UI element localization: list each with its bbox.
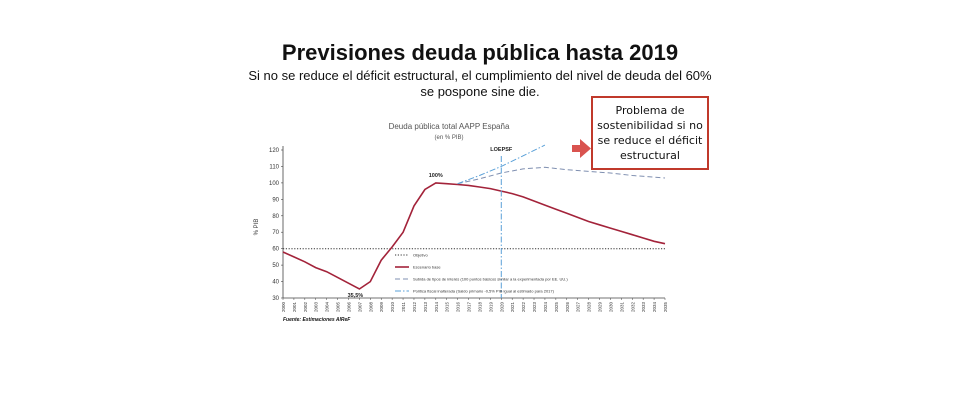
- x-tick-label: 2017: [467, 302, 472, 313]
- x-tick-label: 2012: [412, 302, 417, 313]
- slide-subtitle: Si no se reduce el déficit estructural, …: [248, 68, 712, 99]
- x-tick-label: 2030: [608, 302, 613, 313]
- x-tick-label: 2019: [488, 302, 493, 313]
- legend-label-3: Política fiscal inalterada (Saldo primar…: [413, 289, 555, 294]
- x-tick-label: 2002: [303, 302, 308, 313]
- chart-axes: 30 40 50 60 70 80 90 100 110 120 2000 2001 2002 2003 2…: [269, 146, 668, 312]
- chart-annotations: 35,5% 100% LOEPSF: [348, 147, 513, 299]
- chart-subtitle: (en % PIB): [434, 135, 463, 141]
- y-tick-label: 30: [272, 296, 279, 302]
- y-tick-label: 40: [272, 280, 279, 286]
- series-line-1: [282, 182, 666, 290]
- source-note: Fuente: Estimaciones AIReF: [283, 317, 351, 323]
- x-tick-label: 2007: [357, 302, 362, 313]
- x-tick-label: 2033: [641, 302, 646, 313]
- y-tick-label: 100: [269, 181, 280, 187]
- x-tick-label: 2004: [325, 302, 330, 313]
- x-tick-label: 2027: [576, 302, 581, 313]
- x-tick-label: 2029: [598, 302, 603, 313]
- legend-label-0: Objetivo: [413, 253, 428, 258]
- chart-title: Deuda pública total AAPP España: [389, 122, 510, 131]
- x-tick-label: 2006: [346, 302, 351, 313]
- x-tick-label: 2032: [630, 302, 635, 313]
- slide-title: Previsiones deuda pública hasta 2019: [281, 40, 679, 65]
- x-tick-label: 2013: [423, 302, 428, 313]
- y-tick-label: 90: [272, 197, 279, 203]
- legend-label-1: Escenario base: [413, 265, 441, 270]
- x-tick-label: 2000: [281, 302, 286, 313]
- x-tick-label: 2031: [619, 302, 624, 313]
- y-tick-label: 80: [272, 214, 279, 220]
- x-tick-label: 2024: [543, 302, 548, 313]
- y-tick-label: 110: [269, 164, 279, 170]
- x-tick-label: 2020: [499, 302, 504, 313]
- callout-box: Problema de sostenibilidad si no se redu…: [591, 96, 709, 170]
- x-tick-label: 2010: [390, 302, 395, 313]
- x-tick-label: 2009: [379, 302, 384, 313]
- y-tick-label: 50: [272, 263, 279, 269]
- x-tick-label: 2025: [554, 302, 559, 313]
- x-tick-label: 2034: [652, 302, 657, 313]
- annotation-label: 35,5%: [348, 293, 364, 299]
- x-tick-label: 2011: [401, 302, 406, 312]
- y-tick-label: 120: [269, 148, 280, 154]
- x-tick-label: 2026: [565, 302, 570, 313]
- y-tick-label: 70: [272, 230, 279, 236]
- x-tick-label: 2023: [532, 302, 537, 313]
- x-tick-label: 2021: [510, 302, 515, 313]
- x-tick-label: 2016: [456, 302, 461, 313]
- x-tick-label: 2018: [477, 302, 482, 313]
- x-tick-label: 2022: [521, 302, 526, 313]
- x-tick-label: 2028: [587, 302, 592, 313]
- series-line-3: [457, 144, 546, 185]
- x-tick-label: 2008: [368, 302, 373, 313]
- x-tick-label: 2035: [663, 302, 668, 313]
- series-line-2: [457, 166, 666, 185]
- y-axis-label: % PIB: [254, 219, 260, 236]
- annotation-label: LOEPSF: [490, 147, 513, 153]
- y-tick-label: 60: [272, 247, 279, 253]
- x-tick-label: 2014: [434, 302, 439, 313]
- chart-series: [282, 144, 666, 298]
- x-tick-label: 2003: [314, 302, 319, 313]
- callout-arrow-icon: [572, 139, 591, 158]
- chart-legend: Objetivo Escenario base Subida de tipos de…: [395, 253, 568, 294]
- legend-label-2: Subida de tipos de interés (100 puntos b…: [413, 277, 568, 282]
- x-tick-label: 2005: [336, 302, 341, 313]
- x-tick-label: 2001: [292, 302, 297, 313]
- x-tick-label: 2015: [445, 302, 450, 313]
- annotation-label: 100%: [429, 173, 443, 179]
